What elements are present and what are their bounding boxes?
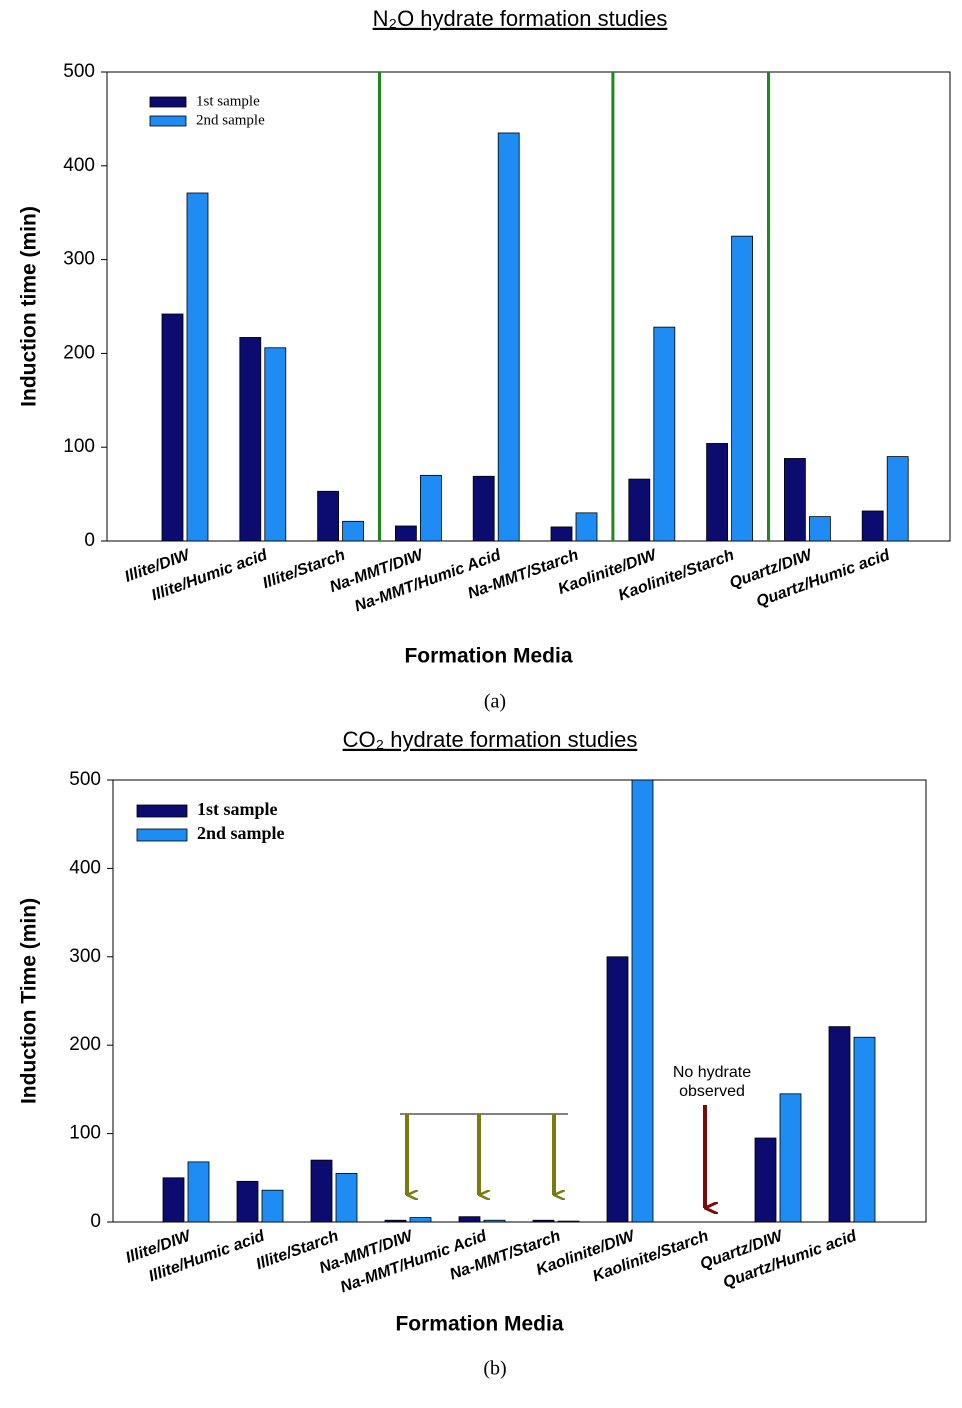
bar <box>809 516 831 542</box>
bar <box>550 526 573 542</box>
y-tick-label: 100 <box>63 436 95 457</box>
legend-swatch <box>136 828 188 842</box>
bar <box>186 192 209 542</box>
bar <box>886 456 909 542</box>
bar <box>497 132 520 542</box>
y-tick-label: 500 <box>63 61 95 82</box>
chart-title: N₂O hydrate formation studies <box>373 6 668 31</box>
bar <box>419 474 442 542</box>
bar <box>239 337 262 542</box>
caption: (b) <box>483 1358 506 1380</box>
y-tick-label: 300 <box>69 946 101 967</box>
bar <box>335 1172 358 1223</box>
y-tick-label: 200 <box>63 342 95 363</box>
legend-swatch <box>136 804 188 818</box>
bar <box>784 458 806 542</box>
x-axis-label: Formation Media <box>395 1313 563 1336</box>
bar <box>310 1159 333 1223</box>
y-tick-label: 400 <box>69 857 101 878</box>
legend-swatch <box>149 115 187 127</box>
y-tick-label: 100 <box>69 1123 101 1144</box>
bar <box>394 525 417 542</box>
y-tick-label: 200 <box>69 1034 101 1055</box>
caption: (a) <box>484 691 506 713</box>
bar <box>779 1093 802 1223</box>
bar <box>162 1177 185 1223</box>
legend-swatch <box>149 96 187 108</box>
bar <box>264 347 287 542</box>
y-axis-label: Induction time (min) <box>18 206 41 407</box>
y-tick-label: 300 <box>63 249 95 270</box>
bar <box>161 313 184 542</box>
plot-frame <box>112 779 927 1223</box>
x-tick-label: Quartz/Humic acid <box>721 1227 860 1291</box>
y-tick-label: 500 <box>69 769 101 790</box>
bar <box>754 1137 777 1223</box>
bar <box>575 512 598 542</box>
bar <box>317 490 340 542</box>
bar <box>828 1026 851 1223</box>
bar <box>557 1220 580 1223</box>
bar <box>458 1216 481 1223</box>
bar <box>472 475 495 542</box>
annotation: observed <box>679 1083 745 1100</box>
annotation: No hydrate <box>673 1064 751 1081</box>
bar <box>631 779 654 1223</box>
bar <box>853 1036 876 1223</box>
bar <box>409 1217 432 1223</box>
bar <box>261 1189 284 1223</box>
bar <box>342 520 365 542</box>
bar <box>532 1219 555 1223</box>
plot-frame <box>106 71 951 542</box>
legend-label: 1st sample <box>197 799 278 819</box>
bar <box>861 510 884 542</box>
bar <box>628 478 651 542</box>
bar <box>384 1219 407 1223</box>
bar <box>706 443 728 542</box>
y-tick-label: 0 <box>90 1211 101 1232</box>
chart-title: CO₂ hydrate formation studies <box>343 727 638 752</box>
legend-label: 1st sample <box>196 93 260 109</box>
bar <box>483 1219 506 1223</box>
x-tick-label: Quartz/Humic acid <box>754 546 893 610</box>
bar <box>606 956 629 1223</box>
bar <box>731 235 753 542</box>
bar <box>236 1180 259 1223</box>
y-tick-label: 0 <box>84 530 95 551</box>
y-tick-label: 400 <box>63 155 95 176</box>
legend-label: 2nd sample <box>197 823 285 843</box>
x-axis-label: Formation Media <box>404 645 572 668</box>
bar <box>187 1161 210 1223</box>
bar <box>653 326 676 542</box>
legend-label: 2nd sample <box>196 112 265 128</box>
y-axis-label: Induction Time (min) <box>18 898 41 1104</box>
